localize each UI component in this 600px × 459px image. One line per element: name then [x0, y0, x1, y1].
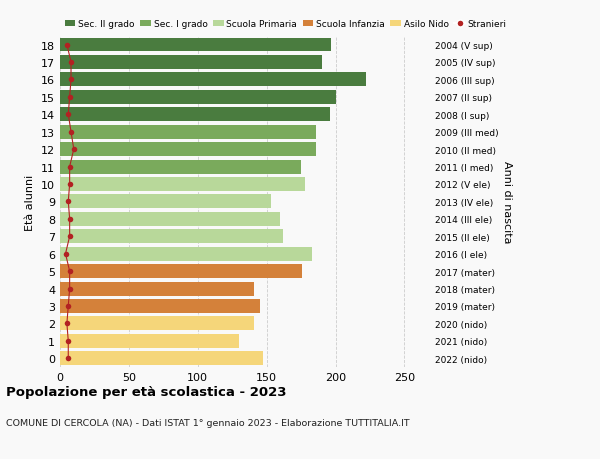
Legend: Sec. II grado, Sec. I grado, Scuola Primaria, Scuola Infanzia, Asilo Nido, Stran: Sec. II grado, Sec. I grado, Scuola Prim… — [65, 20, 507, 29]
Bar — [60, 90, 335, 105]
Y-axis label: Anni di nascita: Anni di nascita — [502, 161, 512, 243]
Bar — [60, 143, 316, 157]
Bar — [60, 73, 366, 87]
Bar — [60, 39, 331, 52]
Bar — [60, 108, 330, 122]
Bar — [60, 125, 316, 140]
Bar — [60, 247, 312, 261]
Text: Popolazione per età scolastica - 2023: Popolazione per età scolastica - 2023 — [6, 386, 287, 398]
Bar — [60, 56, 322, 70]
Bar — [60, 264, 302, 279]
Bar — [60, 160, 301, 174]
Bar — [60, 299, 260, 313]
Bar — [60, 213, 280, 226]
Bar — [60, 230, 283, 244]
Bar — [60, 282, 254, 296]
Bar — [60, 195, 271, 209]
Y-axis label: Età alunni: Età alunni — [25, 174, 35, 230]
Text: COMUNE DI CERCOLA (NA) - Dati ISTAT 1° gennaio 2023 - Elaborazione TUTTITALIA.IT: COMUNE DI CERCOLA (NA) - Dati ISTAT 1° g… — [6, 418, 410, 427]
Bar — [60, 352, 263, 365]
Bar — [60, 178, 305, 191]
Bar — [60, 334, 239, 348]
Bar — [60, 317, 254, 330]
